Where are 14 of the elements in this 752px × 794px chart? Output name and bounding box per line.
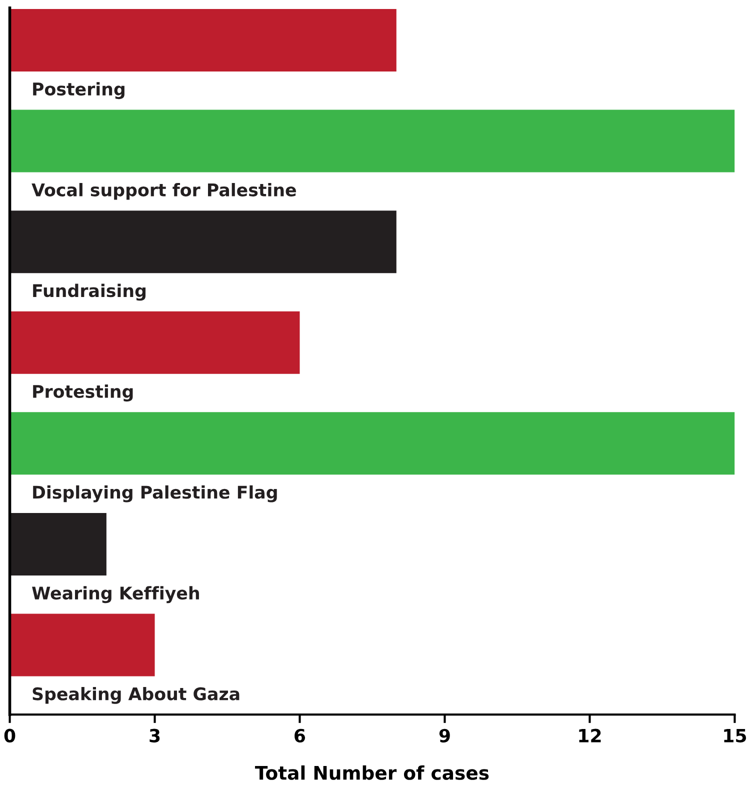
y-tick-label: Speaking About Gaza (32, 686, 240, 704)
x-tick-label: 12 (579, 728, 601, 742)
y-tick-label: Vocal support for Palestine (32, 183, 296, 200)
y-tick-label: Displaying Palestine Flag (33, 485, 277, 502)
x-tick-label: 15 (724, 729, 746, 742)
y-tick-label: Fundraising (33, 284, 146, 301)
x-tick-label: 3 (150, 728, 160, 742)
x-axis-title: Total Number of cases (255, 765, 489, 780)
x-tick-label: 9 (439, 728, 450, 742)
y-tick-label: Protesting (33, 384, 133, 402)
x-tick-label: 0 (4, 728, 16, 742)
x-tick-label: 6 (294, 728, 306, 742)
y-tick-label: Postering (33, 82, 124, 100)
y-tick-label: Wearing Keffiyeh (32, 586, 199, 604)
